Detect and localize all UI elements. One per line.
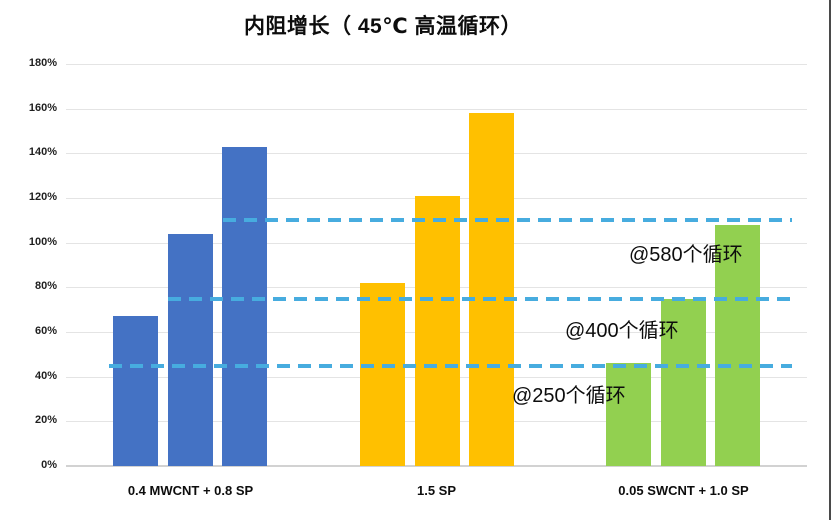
cycle-annotation: @580个循环 [629, 244, 743, 266]
right-edge-divider [829, 0, 831, 520]
y-axis-tick-label: 40% [34, 369, 57, 382]
bar-0.05-swcnt-1.0-sp-@250个循环 [606, 363, 651, 466]
bar-0.05-swcnt-1.0-sp-@580个循环 [715, 224, 761, 466]
y-axis-tick-label: 180% [28, 57, 57, 69]
gridline [66, 153, 807, 155]
bar-1.5-sp-@400个循环 [414, 195, 460, 466]
cycle-annotation: @250个循环 [512, 385, 626, 407]
gridline [66, 108, 807, 110]
x-axis-line [66, 465, 807, 467]
category-label: 1.5 SP [416, 483, 457, 498]
y-axis-tick-label: 60% [34, 325, 57, 337]
bar-0.4-mwcnt-0.8-sp-@400个循环 [167, 233, 213, 466]
chart-title: 内阻增长（ 45℃ 高温循环） [244, 15, 522, 38]
reference-dashed-line [168, 296, 792, 301]
gridline [66, 64, 807, 65]
y-axis-tick-label: 80% [34, 280, 57, 293]
reference-dashed-line [109, 363, 792, 368]
y-axis-tick-label: 140% [28, 146, 57, 159]
y-axis-tick-label: 20% [34, 414, 57, 427]
cycle-annotation: @400个循环 [565, 320, 679, 342]
bar-0.05-swcnt-1.0-sp-@400个循环 [660, 298, 706, 466]
bar-0.4-mwcnt-0.8-sp-@580个循环 [222, 146, 268, 466]
y-axis-tick-label: 100% [28, 235, 57, 248]
y-axis-tick-label: 0% [41, 459, 57, 471]
reference-dashed-line [223, 218, 792, 223]
bar-1.5-sp-@250个循环 [360, 282, 405, 466]
y-axis-tick-label: 120% [28, 191, 57, 203]
category-label: 0.4 MWCNT + 0.8 SP [127, 483, 254, 498]
bar-1.5-sp-@580个循环 [469, 113, 515, 466]
y-axis-tick-label: 160% [28, 101, 57, 114]
category-label: 0.05 SWCNT + 1.0 SP [618, 483, 749, 498]
bar-0.4-mwcnt-0.8-sp-@250个循环 [113, 316, 158, 466]
